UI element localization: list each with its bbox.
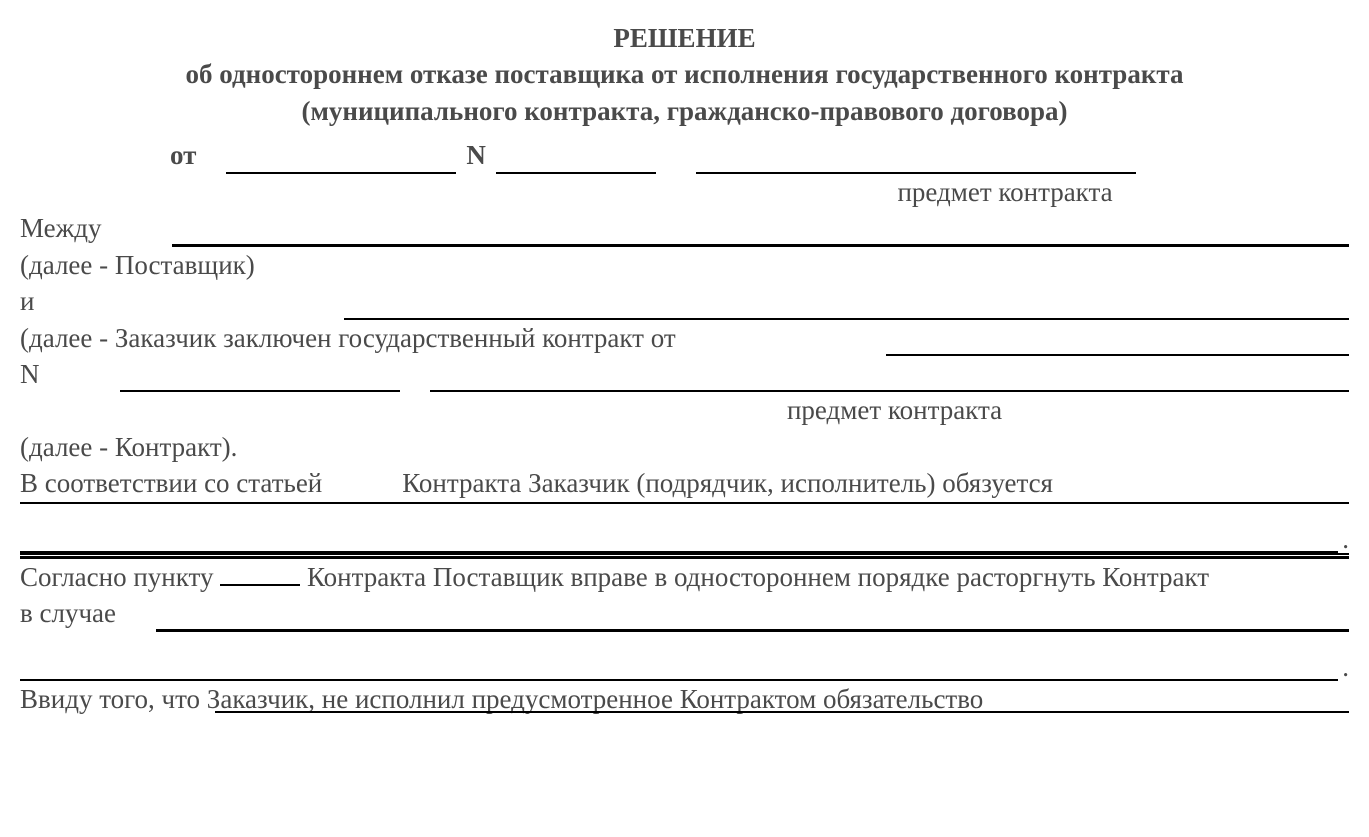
label-contract-alias: (далее - Контракт). <box>20 429 237 465</box>
label-ot: от <box>170 137 196 173</box>
title-line2: об одностороннем отказе поставщика от ис… <box>20 56 1349 92</box>
row-accordance: В соответствии со статьей Контракта Зака… <box>20 465 1349 503</box>
title-line3: (муниципального контракта, гражданско-пр… <box>20 93 1349 129</box>
caption-subject-2: предмет контракта <box>440 392 1349 428</box>
label-N2: N <box>20 356 40 392</box>
blank-between[interactable] <box>172 216 1349 247</box>
blank-contract-date[interactable] <box>886 325 1349 356</box>
blank-and[interactable] <box>344 288 1349 319</box>
row-customer-line: (далее - Заказчик заключен государственн… <box>20 320 1349 356</box>
blank-date[interactable] <box>226 143 456 174</box>
title-block: РЕШЕНИЕ об одностороннем отказе поставщи… <box>20 20 1349 129</box>
blank-number[interactable] <box>496 143 656 174</box>
blank-subject2[interactable] <box>430 361 1350 392</box>
label-in-case: в случае <box>20 595 116 631</box>
label-and: и <box>20 283 34 319</box>
blank-N2[interactable] <box>120 361 400 392</box>
period-1: . <box>1338 526 1349 553</box>
blank-subject-top[interactable] <box>696 143 1136 174</box>
row-subject-caption-2: предмет контракта <box>20 392 1349 428</box>
blank-in-case-2[interactable] <box>20 650 1338 681</box>
blank-because[interactable] <box>215 711 1349 713</box>
label-customer-line: (далее - Заказчик заключен государственн… <box>20 320 676 356</box>
row-subject-caption-top: предмет контракта <box>20 174 1349 210</box>
row-accordance-blank2: . <box>20 522 1349 553</box>
row-N2: N <box>20 356 1349 392</box>
title-line1: РЕШЕНИЕ <box>20 20 1349 56</box>
row-contract-alias: (далее - Контракт). <box>20 429 1349 465</box>
blank-accordance-2[interactable] <box>20 522 1338 553</box>
label-N: N <box>466 137 486 173</box>
row-date-number: от N <box>170 137 1349 173</box>
row-clause: Согласно пункту Контракта Поставщик впра… <box>20 559 1349 595</box>
row-supplier-alias: (далее - Поставщик) <box>20 247 1349 283</box>
label-accordance-pre: В соответствии со статьей <box>20 465 322 501</box>
label-supplier-alias: (далее - Поставщик) <box>20 247 255 283</box>
row-between: Между <box>20 210 1349 246</box>
label-accordance-post: Контракта Заказчик (подрядчик, исполните… <box>402 465 1053 501</box>
row-and: и <box>20 283 1349 319</box>
period-2: . <box>1338 654 1349 681</box>
label-clause-pre: Согласно пункту <box>20 562 220 592</box>
document-page: РЕШЕНИЕ об одностороннем отказе поставщи… <box>0 0 1369 837</box>
caption-subject-top: предмет контракта <box>785 174 1225 210</box>
row-in-case: в случае <box>20 595 1349 631</box>
blank-in-case[interactable] <box>156 601 1349 632</box>
label-because-pre: Ввиду того, что Заказчик, не исполнил пр… <box>20 684 983 714</box>
row-in-case-blank2: . <box>20 650 1349 681</box>
label-between: Между <box>20 210 102 246</box>
label-clause-post: Контракта Поставщик вправе в односторонн… <box>300 562 1209 592</box>
